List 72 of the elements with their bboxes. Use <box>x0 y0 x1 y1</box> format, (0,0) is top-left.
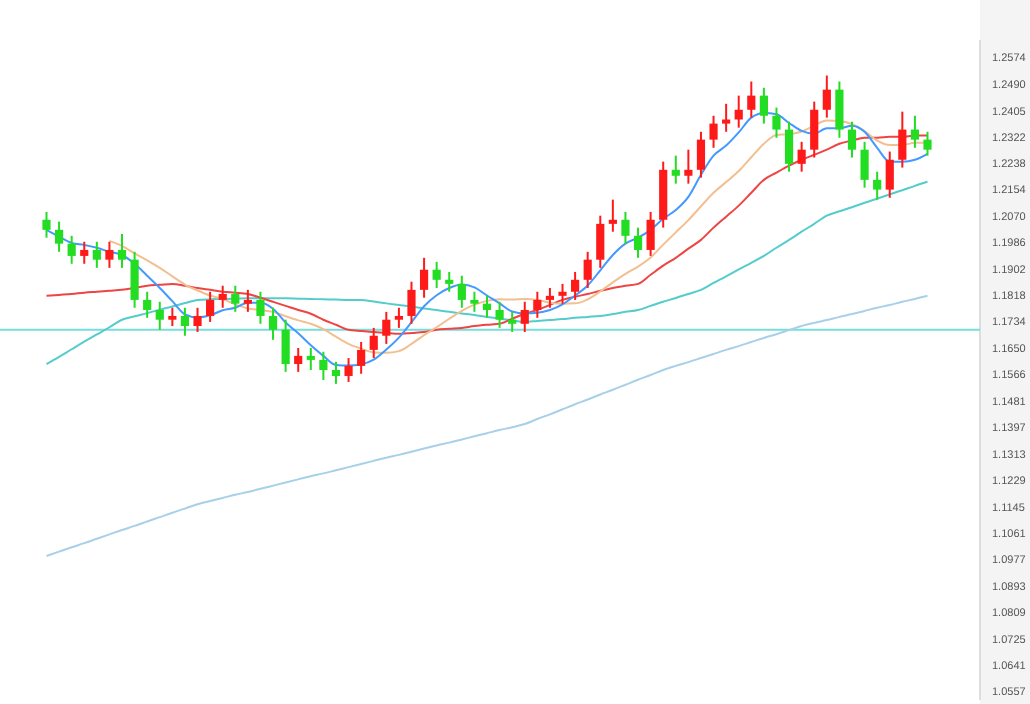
candlestick <box>482 294 492 319</box>
candlestick <box>495 300 504 329</box>
candlestick <box>92 240 101 269</box>
candlestick <box>243 288 252 313</box>
candlestick <box>520 300 529 333</box>
candlestick <box>268 306 278 341</box>
candlestick <box>608 198 617 233</box>
candlestick <box>143 290 152 319</box>
candlestick <box>822 74 831 119</box>
candlestick <box>306 347 315 371</box>
candlestick <box>847 120 857 159</box>
candlestick <box>784 120 794 173</box>
candlestick <box>734 94 743 129</box>
candlestick <box>596 214 605 269</box>
candlestick <box>835 80 844 139</box>
candlestick <box>873 170 882 201</box>
candlestick <box>218 284 227 309</box>
candlestick <box>633 226 643 259</box>
candlestick <box>646 210 655 257</box>
candlestick <box>797 140 806 173</box>
candlestick <box>885 150 894 199</box>
candlestick <box>759 86 768 125</box>
candlestick <box>583 250 592 289</box>
candlestick <box>671 154 680 185</box>
candlestick <box>621 210 630 245</box>
candlestick <box>117 232 127 269</box>
candlestick <box>923 130 932 157</box>
candlestick <box>256 290 265 325</box>
candlestick <box>180 306 190 337</box>
candlestick <box>369 326 378 360</box>
candlestick <box>294 347 303 373</box>
line-series <box>45 294 929 558</box>
candlestick <box>457 274 466 309</box>
candlestick <box>722 102 731 133</box>
candlestick <box>168 306 177 327</box>
candlestick <box>432 260 441 289</box>
candlestick <box>860 140 869 189</box>
candlestick <box>407 280 416 325</box>
candlestick <box>910 114 920 149</box>
candlestick <box>155 300 164 331</box>
candlestick <box>54 220 64 253</box>
candlestick <box>130 250 139 309</box>
candlestick <box>344 357 353 383</box>
candlestick <box>281 318 290 373</box>
candlestick <box>684 148 693 185</box>
candlestick <box>231 284 240 313</box>
candlestick <box>709 114 718 149</box>
candlestick <box>571 270 580 301</box>
candlestick <box>545 286 555 309</box>
candlestick <box>508 310 517 333</box>
candlestick <box>445 270 454 293</box>
candlestick <box>206 290 215 323</box>
candlestick <box>696 130 706 179</box>
candlestick <box>810 100 819 159</box>
candlestick <box>42 210 51 239</box>
candlestick <box>105 240 114 269</box>
candlestick <box>382 310 391 345</box>
candlestick <box>394 306 403 329</box>
candlestick <box>898 110 907 169</box>
candlestick <box>193 306 202 333</box>
candlestick <box>533 290 542 319</box>
candlestick <box>357 341 366 375</box>
candlestick <box>558 282 567 305</box>
candlestick <box>419 256 429 299</box>
candlestick <box>470 290 479 313</box>
candlestick <box>331 360 341 385</box>
candlestick <box>772 106 781 139</box>
candlestick <box>747 80 756 119</box>
candlestick <box>80 240 89 265</box>
candlestick <box>67 234 76 265</box>
candlestick <box>319 350 328 382</box>
line-series <box>45 180 929 366</box>
